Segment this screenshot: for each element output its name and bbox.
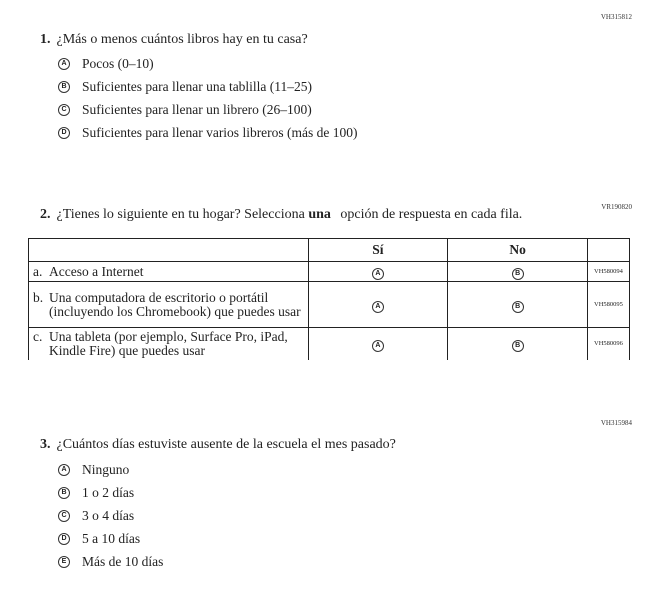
row-text: Una tableta (por ejemplo, Surface Pro, i… xyxy=(49,328,288,358)
answer-bubble-icon[interactable]: B xyxy=(511,268,524,280)
answer-option[interactable]: D 5 a 10 días xyxy=(58,531,140,547)
answer-grid: Sí No a. Acceso a Internet A B VH580094 b. U… xyxy=(28,238,631,360)
answer-option[interactable]: A Pocos (0–10) xyxy=(58,56,154,72)
answer-bubble-icon[interactable]: A xyxy=(58,464,70,476)
answer-bubble-icon[interactable]: B xyxy=(511,340,524,353)
answer-option[interactable]: D Suficientes para llenar varios libreros… xyxy=(58,125,358,141)
question-text: ¿Cuántos días estuviste ausente de la es… xyxy=(56,437,396,452)
answer-bubble-icon[interactable]: B xyxy=(58,487,70,499)
option-label: Suficientes para llenar un librero (26–1… xyxy=(82,102,312,117)
answer-bubble-icon[interactable]: B xyxy=(511,301,524,313)
answer-bubble-icon[interactable]: A xyxy=(371,340,384,353)
row-text: Una computadora de escritorio o portátil… xyxy=(49,289,301,319)
answer-bubble-icon[interactable]: C xyxy=(58,510,70,522)
answer-bubble-icon[interactable]: A xyxy=(371,301,384,313)
item-code: VH580095 xyxy=(586,281,631,328)
answer-bubble-icon[interactable]: A xyxy=(58,58,70,70)
empty-header xyxy=(28,238,309,262)
question-2: 2. ¿Tienes lo siguiente en tu hogar? Sele… xyxy=(40,207,522,223)
answer-bubble-icon[interactable]: D xyxy=(58,127,70,139)
row-letter: c. xyxy=(33,328,43,344)
row-text: Acceso a Internet xyxy=(49,263,144,279)
option-label: 3 o 4 días xyxy=(82,508,135,523)
answer-bubble-icon[interactable]: D xyxy=(58,533,70,545)
yes-cell: A xyxy=(307,281,449,328)
answer-option[interactable]: B Suficientes para llenar una tablilla (1… xyxy=(58,79,312,95)
answer-option[interactable]: C Suficientes para llenar un librero (26–… xyxy=(58,102,312,118)
empty-header xyxy=(586,238,631,262)
item-code: VH315812 xyxy=(600,13,632,21)
emphasis: una xyxy=(308,207,331,222)
question-number: 1. xyxy=(40,32,51,47)
question-1: 1. ¿Más o menos cuántos libros hay en tu … xyxy=(40,32,308,48)
answer-option[interactable]: E Más de 10 días xyxy=(58,554,163,570)
row-letter: a. xyxy=(33,263,43,279)
option-label: 1 o 2 días xyxy=(82,485,135,500)
question-number: 3. xyxy=(40,437,51,452)
item-code: VH315984 xyxy=(600,419,632,427)
option-label: Más de 10 días xyxy=(82,554,164,569)
answer-bubble-icon[interactable]: C xyxy=(58,104,70,116)
column-yes: Sí xyxy=(307,238,449,262)
option-label: Suficientes para llenar varios libreros … xyxy=(82,125,358,140)
yes-cell: A xyxy=(307,261,449,282)
question-text: ¿Tienes lo siguiente en tu hogar? Selecc… xyxy=(56,207,309,222)
question-3: 3. ¿Cuántos días estuviste ausente de la … xyxy=(40,437,396,453)
no-cell: B xyxy=(447,261,588,282)
item-code: VR190820 xyxy=(601,203,632,211)
row-label: c. Una tableta (por ejemplo, Surface Pro,… xyxy=(28,327,309,360)
question-text: opción de respuesta en cada fila. xyxy=(336,207,523,222)
option-label: 5 a 10 días xyxy=(82,531,141,546)
item-code: VH580096 xyxy=(586,327,631,360)
answer-option[interactable]: C 3 o 4 días xyxy=(58,508,134,524)
table-row: c. Una tableta (por ejemplo, Surface Pro,… xyxy=(28,327,631,360)
no-cell: B xyxy=(447,327,588,360)
no-cell: B xyxy=(447,281,588,328)
row-letter: b. xyxy=(33,289,44,305)
answer-bubble-icon[interactable]: B xyxy=(58,81,70,93)
column-no: No xyxy=(447,238,588,262)
row-label: a. Acceso a Internet xyxy=(28,261,309,282)
question-number: 2. xyxy=(40,207,51,222)
item-code: VH580094 xyxy=(586,261,631,282)
question-text: ¿Más o menos cuántos libros hay en tu ca… xyxy=(56,32,308,47)
option-label: Ninguno xyxy=(82,462,130,477)
table-row: a. Acceso a Internet A B VH580094 xyxy=(28,261,631,282)
answer-bubble-icon[interactable]: A xyxy=(371,268,384,280)
answer-option[interactable]: B 1 o 2 días xyxy=(58,485,134,501)
table-row: b. Una computadora de escritorio o portát… xyxy=(28,281,631,328)
yes-cell: A xyxy=(307,327,449,360)
answer-option[interactable]: A Ninguno xyxy=(58,462,129,478)
answer-bubble-icon[interactable]: E xyxy=(58,556,70,568)
row-label: b. Una computadora de escritorio o portát… xyxy=(28,281,309,328)
option-label: Pocos (0–10) xyxy=(82,56,154,71)
option-label: Suficientes para llenar una tablilla (11… xyxy=(82,79,313,94)
